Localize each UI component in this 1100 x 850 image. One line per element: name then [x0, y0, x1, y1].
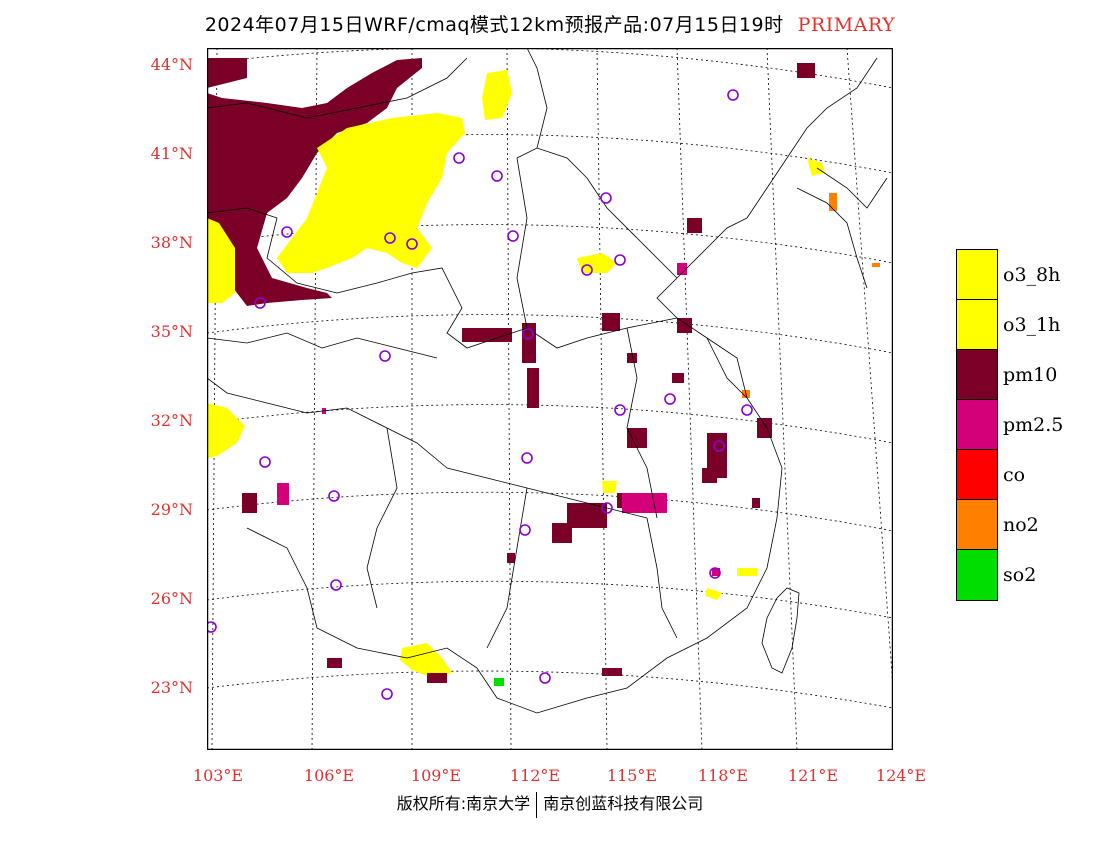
o3-area — [207, 70, 825, 678]
graticule — [207, 48, 893, 750]
legend-swatch-pm10 — [957, 350, 997, 400]
lon-label-103: 103°E — [192, 766, 244, 785]
legend-label-pm25: pm2.5 — [1003, 414, 1064, 436]
footer-divider — [536, 791, 538, 818]
legend-swatch-so2 — [957, 550, 997, 600]
copyright-left: 版权所有:南京大学 — [396, 794, 531, 813]
so2-spots — [494, 678, 504, 686]
lon-label-118: 118°E — [697, 766, 749, 785]
legend-swatch-o3-8h — [957, 250, 997, 300]
legend-label-co: co — [1003, 464, 1026, 486]
legend-swatch-no2 — [957, 500, 997, 550]
station-markers — [207, 89, 753, 700]
pm10-area — [207, 58, 422, 306]
forecast-map[interactable] — [207, 48, 893, 750]
legend-swatch-o3-1h — [957, 300, 997, 350]
lat-label-35: 35°N — [150, 322, 193, 341]
copyright-right: 南京创蓝科技有限公司 — [543, 794, 704, 813]
legend-label-pm10: pm10 — [1003, 364, 1058, 386]
taiwan-outline — [761, 587, 800, 674]
map-frame — [207, 48, 893, 750]
map-canvas — [207, 48, 893, 750]
primary-tag: PRIMARY — [797, 14, 896, 36]
legend-label-o3-1h: o3_1h — [1003, 314, 1061, 336]
province-boundaries — [207, 48, 888, 714]
lon-label-115: 115°E — [606, 766, 658, 785]
lon-label-121: 121°E — [787, 766, 839, 785]
lat-label-44: 44°N — [150, 55, 193, 74]
title-text: 2024年07月15日WRF/cmaq模式12km预报产品:07月15日19时 — [204, 14, 784, 36]
map-title: 2024年07月15日WRF/cmaq模式12km预报产品:07月15日19时 P… — [0, 10, 1100, 37]
pm25-spots — [277, 263, 720, 576]
lat-label-26: 26°N — [150, 589, 193, 608]
legend-label-so2: so2 — [1003, 564, 1037, 586]
lon-label-124: 124°E — [875, 766, 927, 785]
lat-label-32: 32°N — [150, 411, 193, 430]
legend — [956, 249, 998, 601]
lon-label-109: 109°E — [410, 766, 462, 785]
lon-label-106: 106°E — [303, 766, 355, 785]
lat-label-41: 41°N — [150, 144, 193, 163]
lon-label-112: 112°E — [509, 766, 561, 785]
legend-swatch-co — [957, 450, 997, 500]
legend-label-o3-8h: o3_8h — [1003, 264, 1061, 286]
legend-label-no2: no2 — [1003, 514, 1039, 536]
copyright-footer: 版权所有:南京大学 南京创蓝科技有限公司 — [0, 790, 1100, 818]
lat-label-23: 23°N — [150, 678, 193, 697]
legend-swatch-pm25 — [957, 400, 997, 450]
lat-label-38: 38°N — [150, 233, 193, 252]
lat-label-29: 29°N — [150, 500, 193, 519]
